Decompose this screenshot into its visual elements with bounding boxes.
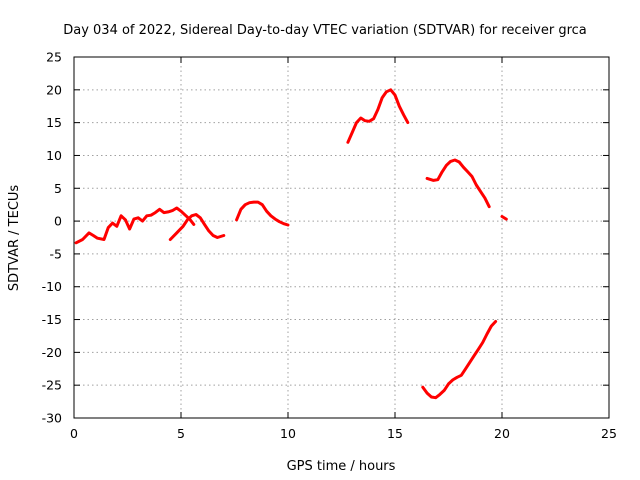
y-tick-label-11: 25	[46, 50, 62, 65]
y-tick-label-7: 5	[54, 181, 62, 196]
x-tick-label-0: 0	[70, 426, 78, 441]
x-tick-label-3: 15	[387, 426, 403, 441]
y-tick-label-1: -25	[42, 378, 62, 393]
x-tick-label-5: 25	[601, 426, 617, 441]
series-0-segment-1	[168, 213, 226, 241]
chart-title: Day 034 of 2022, Sidereal Day-to-day VTE…	[63, 23, 587, 38]
plot-frame	[73, 56, 610, 419]
y-tick-label-2: -20	[42, 345, 62, 360]
grid-layer	[74, 57, 609, 418]
x-tick-label-4: 20	[494, 426, 510, 441]
series-0-segment-5	[500, 215, 508, 221]
y-axis-label: SDTVAR / TECUs	[7, 185, 22, 292]
series-0-segment-4	[425, 158, 491, 209]
series-0-segment-3	[346, 88, 410, 144]
x-tick-label-1: 5	[177, 426, 185, 441]
y-tick-label-10: 20	[46, 82, 62, 97]
x-tick-label-2: 10	[280, 426, 296, 441]
y-tick-label-8: 10	[46, 148, 62, 163]
ticks-layer: 0 5 10 15 20 25 -30 -25 -20 -15 -10 -5 0 5 10 15 20 25	[42, 50, 617, 442]
y-tick-label-0: -30	[42, 411, 62, 426]
y-tick-label-5: -5	[50, 246, 62, 261]
series-0-segment-2	[235, 200, 290, 227]
y-tick-label-6: 0	[54, 214, 62, 229]
y-tick-label-3: -15	[42, 312, 62, 327]
y-tick-label-4: -10	[42, 279, 62, 294]
y-tick-label-9: 15	[46, 115, 62, 130]
x-axis-label: GPS time / hours	[287, 459, 396, 474]
series-0-segment-0	[74, 206, 196, 245]
series-0-segment-6	[421, 320, 498, 400]
series-layer	[74, 88, 508, 400]
